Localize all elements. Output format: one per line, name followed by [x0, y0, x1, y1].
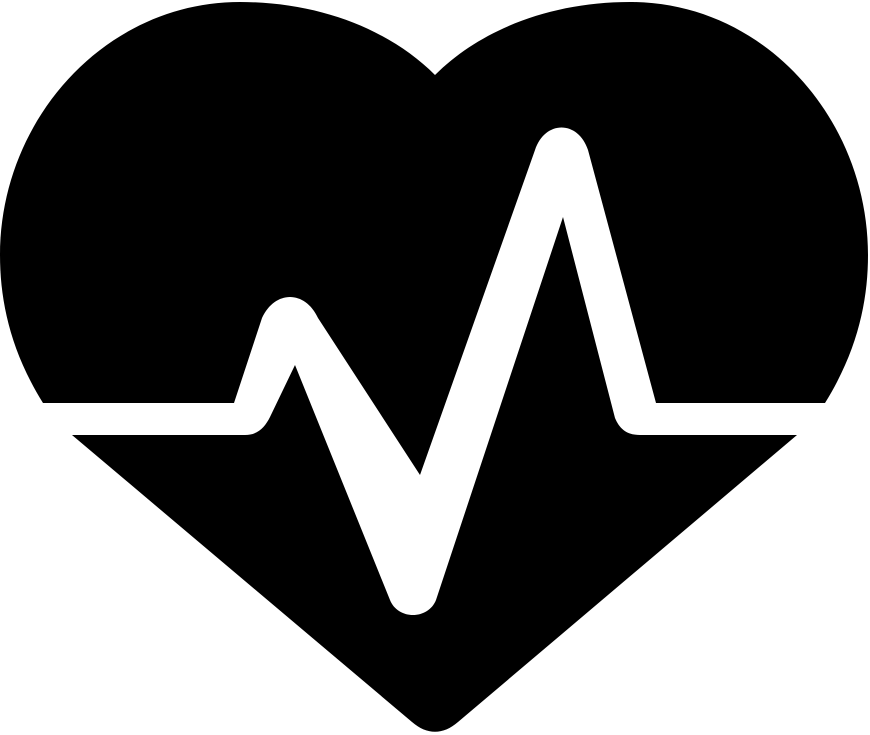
heart-lower-shape [72, 217, 797, 732]
heart-upper-shape [0, 2, 868, 475]
